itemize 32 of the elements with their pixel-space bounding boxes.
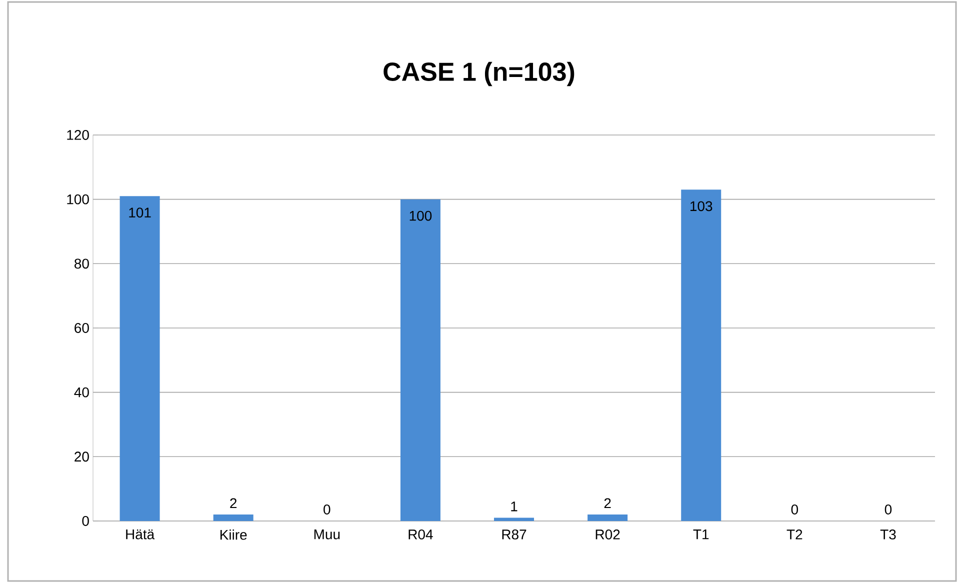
bar [588, 514, 628, 521]
data-label: 2 [230, 498, 237, 508]
y-tick-label: 0 [82, 516, 89, 526]
x-tick-label: R02 [596, 530, 620, 540]
x-tick-label: R04 [408, 530, 433, 540]
data-label: 100 [410, 210, 432, 221]
data-label: 2 [604, 498, 611, 508]
data-label: 101 [129, 208, 151, 218]
data-label: 103 [690, 201, 712, 212]
y-tick-label: 100 [67, 194, 89, 204]
x-tick-label: T1 [693, 530, 709, 540]
bar [213, 514, 254, 521]
chart-title: CASE 1 (n=103) [384, 62, 574, 86]
x-tick-label: T3 [880, 530, 896, 540]
bar [494, 518, 534, 521]
data-label: 0 [791, 504, 798, 514]
data-label: 1 [511, 502, 518, 512]
data-label: 0 [324, 504, 330, 514]
y-tick-label: 40 [74, 387, 89, 398]
bar [681, 190, 722, 521]
y-tick-label: 120 [67, 130, 89, 140]
x-tick-label: T2 [786, 530, 802, 540]
x-tick-label: R87 [502, 530, 526, 540]
bar [400, 199, 440, 521]
y-tick-label: 60 [74, 323, 89, 333]
x-tick-label: Kiire [220, 530, 247, 540]
y-tick-label: 80 [74, 258, 89, 269]
x-tick-label: Muu [314, 530, 340, 540]
bar [120, 196, 160, 521]
y-tick-label: 20 [74, 452, 89, 462]
x-tick-label: Hätä [126, 530, 155, 540]
data-label: 0 [884, 504, 892, 514]
